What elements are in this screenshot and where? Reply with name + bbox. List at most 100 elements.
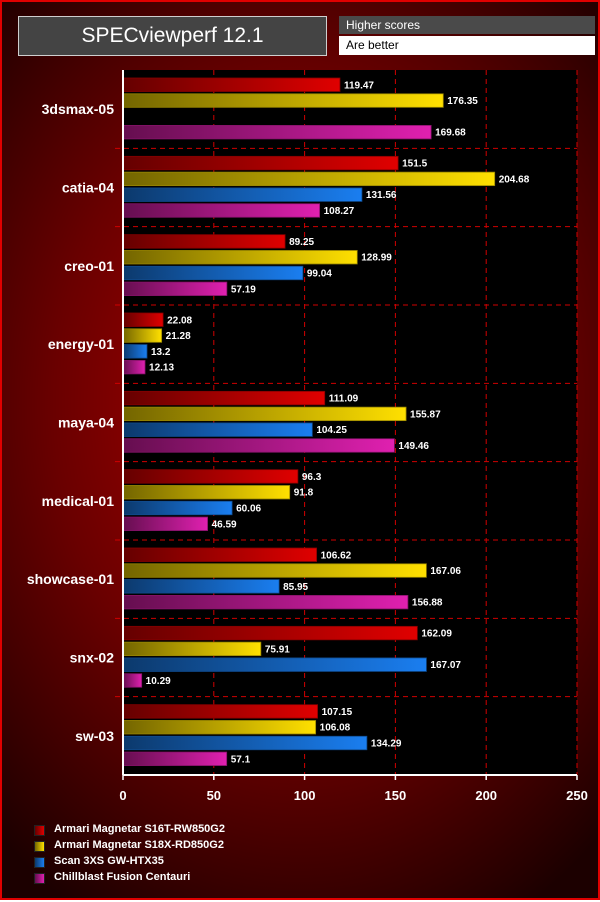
bar bbox=[122, 673, 143, 688]
data-label: 169.68 bbox=[435, 128, 466, 139]
bar bbox=[122, 203, 321, 218]
data-label: 91.8 bbox=[294, 488, 314, 499]
legend-label: Armari Magnetar S16T-RW850G2 bbox=[54, 823, 225, 835]
legend-label: Armari Magnetar S18X-RD850G2 bbox=[54, 839, 224, 851]
bar bbox=[122, 125, 432, 140]
category-label: catia-04 bbox=[62, 180, 114, 196]
legend-item: Chillblast Fusion Centauri bbox=[34, 870, 334, 886]
category-label: snx-02 bbox=[70, 650, 115, 666]
legend-label: Chillblast Fusion Centauri bbox=[54, 871, 191, 883]
data-label: 149.46 bbox=[398, 441, 429, 452]
x-tick-label: 100 bbox=[294, 788, 316, 803]
category-label: maya-04 bbox=[58, 415, 114, 431]
chart-title: SPECviewperf 12.1 bbox=[18, 16, 327, 56]
bar bbox=[122, 579, 280, 594]
bar bbox=[122, 312, 164, 327]
data-label: 13.2 bbox=[151, 347, 171, 358]
bar bbox=[122, 720, 317, 735]
bar bbox=[122, 155, 399, 171]
x-tick-label: 250 bbox=[566, 788, 588, 803]
note-are-better: Are better bbox=[339, 36, 595, 55]
legend-item: Armari Magnetar S18X-RD850G2 bbox=[34, 838, 334, 854]
bar bbox=[122, 344, 148, 359]
data-label: 57.1 bbox=[231, 754, 251, 765]
data-label: 85.95 bbox=[283, 582, 308, 593]
category-label: sw-03 bbox=[75, 728, 114, 744]
bar bbox=[122, 625, 418, 641]
x-tick-label: 150 bbox=[385, 788, 407, 803]
data-label: 167.06 bbox=[430, 566, 461, 577]
legend: Armari Magnetar S16T-RW850G2 Armari Magne… bbox=[34, 822, 334, 886]
legend-swatch bbox=[34, 873, 45, 884]
data-label: 60.06 bbox=[236, 504, 261, 515]
bar bbox=[122, 704, 318, 719]
data-label: 57.19 bbox=[231, 284, 256, 295]
data-label: 104.25 bbox=[316, 425, 347, 436]
legend-swatch bbox=[34, 841, 45, 852]
data-label: 176.35 bbox=[447, 96, 478, 107]
bar bbox=[122, 641, 262, 657]
bar bbox=[122, 751, 228, 766]
bar bbox=[122, 359, 146, 375]
legend-swatch bbox=[34, 857, 45, 868]
data-label: 106.08 bbox=[320, 723, 351, 734]
data-label: 167.07 bbox=[430, 660, 461, 671]
bar bbox=[122, 469, 299, 484]
bar bbox=[122, 390, 326, 406]
data-label: 131.56 bbox=[366, 190, 397, 201]
data-label: 151.5 bbox=[402, 159, 427, 170]
data-label: 128.99 bbox=[361, 253, 392, 264]
bar bbox=[122, 563, 427, 578]
data-label: 156.88 bbox=[412, 598, 443, 609]
data-label: 119.47 bbox=[344, 80, 374, 91]
bar bbox=[122, 500, 233, 516]
bar bbox=[122, 735, 368, 751]
data-label: 12.13 bbox=[149, 363, 174, 374]
data-label: 21.28 bbox=[166, 331, 191, 342]
data-label: 111.09 bbox=[329, 394, 359, 405]
bar bbox=[122, 234, 286, 249]
category-label: creo-01 bbox=[64, 258, 114, 274]
data-label: 107.15 bbox=[322, 707, 353, 718]
bar bbox=[122, 171, 496, 187]
bar bbox=[122, 438, 395, 453]
category-label: 3dsmax-05 bbox=[42, 101, 115, 117]
bar bbox=[122, 93, 444, 108]
data-label: 99.04 bbox=[307, 269, 332, 280]
data-label: 108.27 bbox=[324, 206, 355, 217]
category-label: showcase-01 bbox=[27, 571, 114, 587]
data-label: 155.87 bbox=[410, 409, 441, 420]
bar bbox=[122, 265, 304, 281]
legend-item: Armari Magnetar S16T-RW850G2 bbox=[34, 822, 334, 838]
x-tick-label: 50 bbox=[207, 788, 221, 803]
data-label: 75.91 bbox=[265, 644, 290, 655]
data-label: 10.29 bbox=[146, 676, 171, 687]
legend-label: Scan 3XS GW-HTX35 bbox=[54, 855, 164, 867]
data-label: 204.68 bbox=[499, 174, 530, 185]
data-label: 96.3 bbox=[302, 472, 322, 483]
bar bbox=[122, 406, 407, 422]
bar bbox=[122, 516, 209, 531]
data-label: 22.08 bbox=[167, 315, 192, 326]
data-label: 106.62 bbox=[321, 550, 352, 561]
bar bbox=[122, 547, 318, 562]
bar bbox=[122, 595, 409, 610]
bar bbox=[122, 485, 291, 500]
note-higher-scores: Higher scores bbox=[339, 16, 595, 34]
plot-area bbox=[123, 70, 577, 775]
data-label: 89.25 bbox=[289, 237, 314, 248]
bar bbox=[122, 187, 363, 202]
data-label: 46.59 bbox=[212, 519, 237, 530]
bar bbox=[122, 422, 313, 437]
bar bbox=[122, 77, 341, 92]
data-label: 134.29 bbox=[371, 739, 402, 750]
bar bbox=[122, 250, 358, 265]
legend-swatch bbox=[34, 825, 45, 836]
bar bbox=[122, 657, 427, 672]
x-tick-label: 200 bbox=[475, 788, 497, 803]
legend-item: Scan 3XS GW-HTX35 bbox=[34, 854, 334, 870]
x-tick-label: 0 bbox=[119, 788, 126, 803]
category-label: medical-01 bbox=[42, 493, 115, 509]
